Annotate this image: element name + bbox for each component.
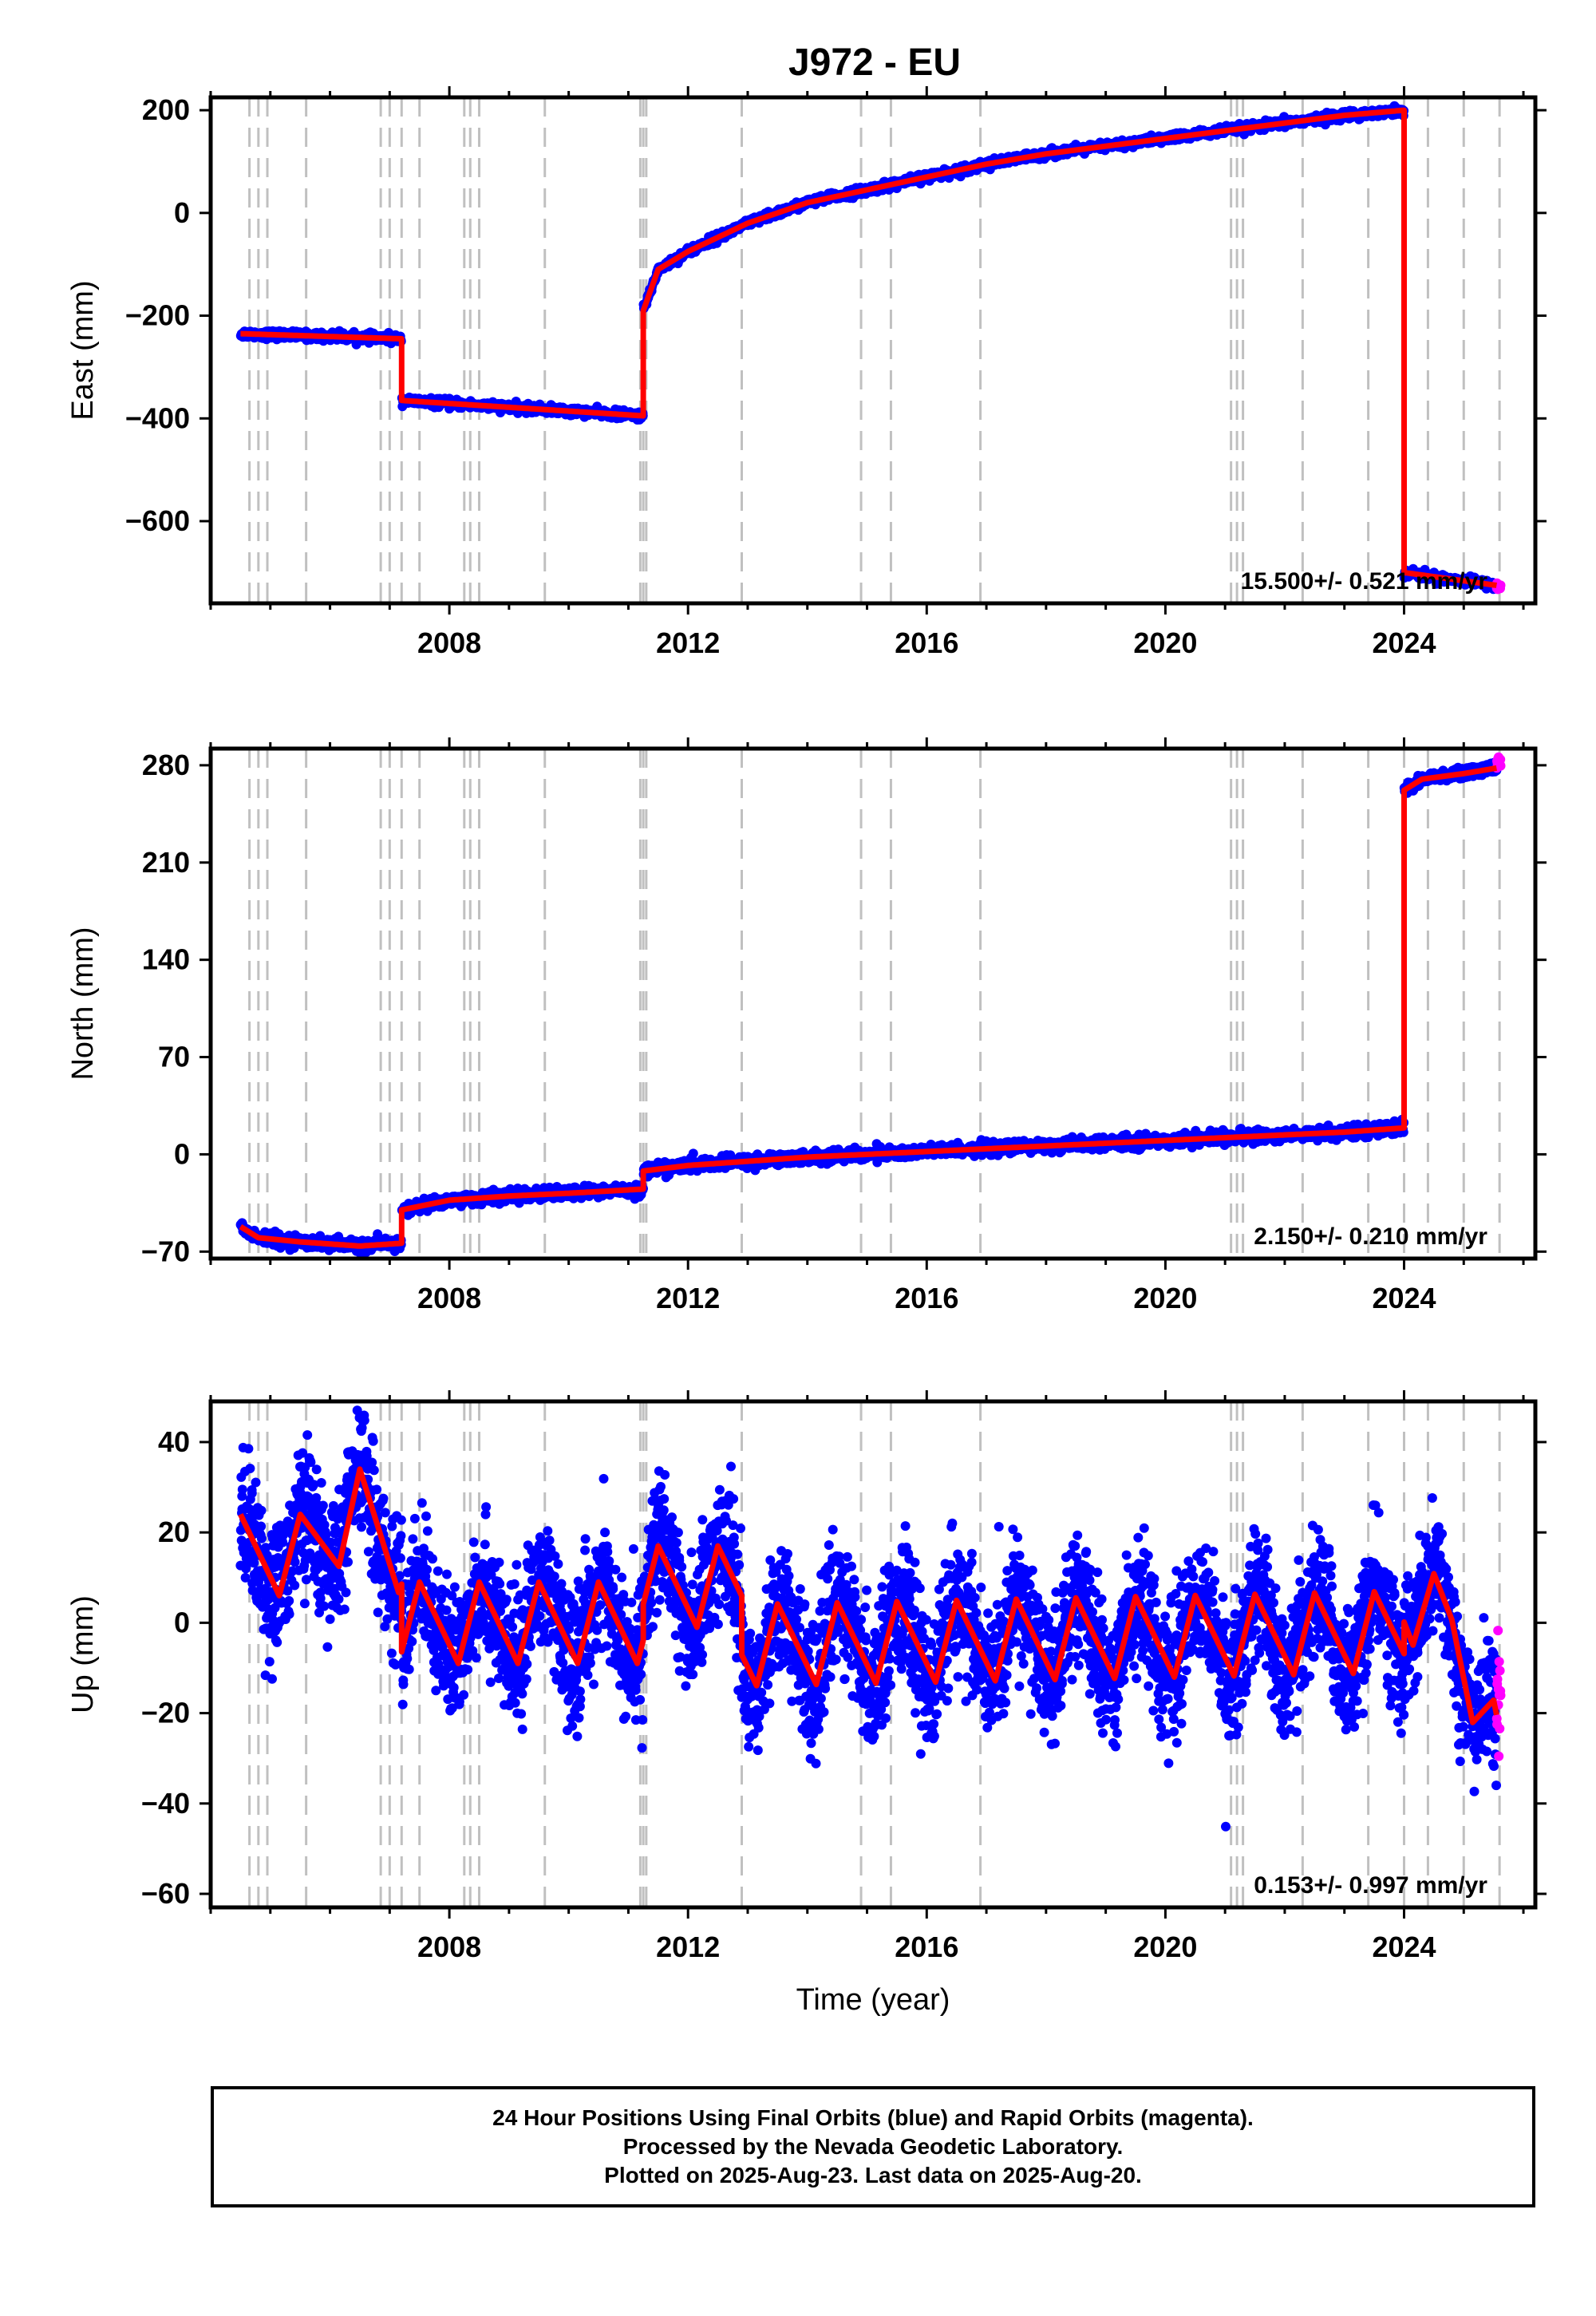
x-tick-label: 2008 bbox=[417, 626, 481, 659]
y-tick-label: 0 bbox=[174, 196, 190, 229]
panels: 2008 2012 2016 2020 2024 200 0 −200 −400 −600 East… bbox=[66, 86, 1547, 2017]
gps-timeseries-figure: J972 - EU 2008 2012 2016 2020 2024 200 0 −200 −4… bbox=[66, 41, 1547, 2017]
y-tick-label: −200 bbox=[125, 299, 190, 332]
x-tick-label: 2020 bbox=[1133, 626, 1197, 659]
plot-area bbox=[235, 749, 1506, 1259]
plot-frame bbox=[208, 95, 1538, 606]
plot-area bbox=[235, 97, 1506, 603]
rate-label: 15.500+/- 0.521 mm/yr bbox=[1241, 568, 1488, 595]
x-tick-label: 2016 bbox=[895, 626, 958, 659]
panel-east: 2008 2012 2016 2020 2024 200 0 −200 −400 −600 East… bbox=[66, 86, 1547, 659]
x-tick-label: 2012 bbox=[656, 626, 720, 659]
y-tick-label: −400 bbox=[125, 401, 190, 434]
final-orbit-point bbox=[688, 1148, 698, 1159]
rapid-orbit-point bbox=[1495, 580, 1506, 591]
x-tick-label: 2024 bbox=[1372, 626, 1436, 659]
figure-title: J972 - EU bbox=[788, 41, 961, 84]
y-tick-label: 200 bbox=[142, 93, 190, 126]
panel-north: 2008 2012 2016 2020 2024280210140700−70North… bbox=[66, 737, 1547, 1314]
model-line bbox=[239, 107, 1499, 588]
final-orbit-point bbox=[373, 1229, 383, 1239]
y-axis-label: East (mm) bbox=[66, 280, 100, 420]
y-tick-label: −600 bbox=[125, 504, 190, 537]
